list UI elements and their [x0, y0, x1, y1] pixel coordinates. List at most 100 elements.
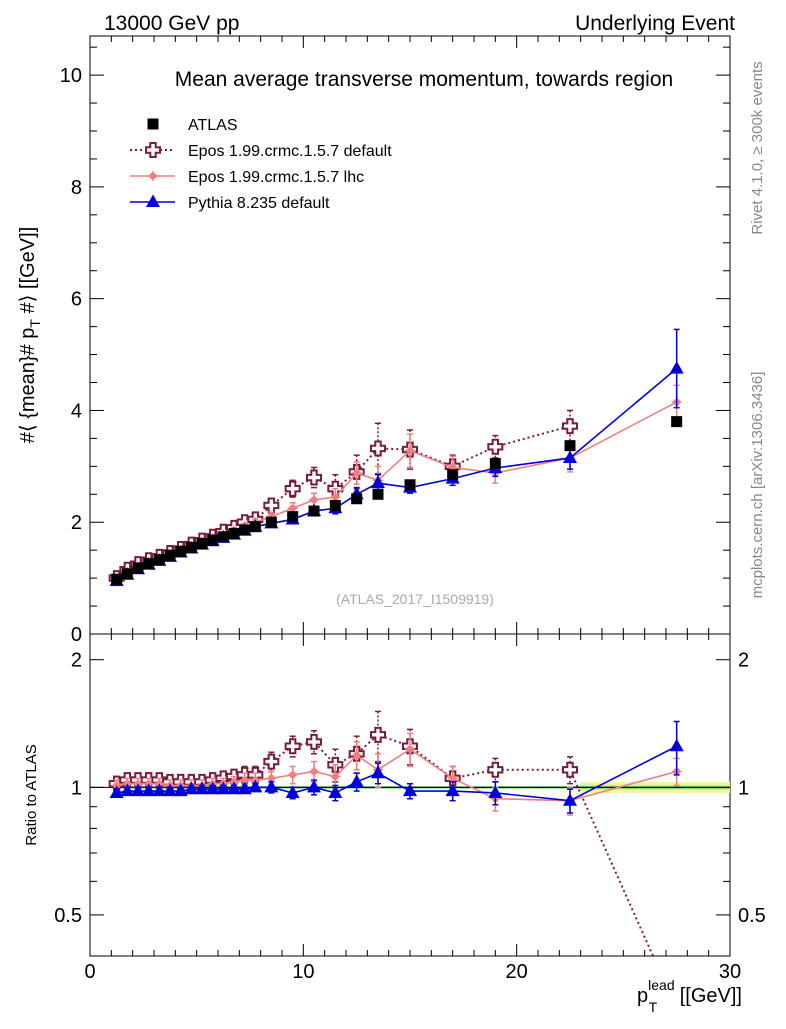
y-axis-label-sub: T [27, 319, 43, 328]
y-tick-label: 4 [71, 400, 82, 422]
ratio-series-3-point [488, 785, 503, 798]
ratio-series-3-point [194, 781, 210, 795]
ratio-series-3-point [109, 785, 124, 798]
x-axis-label-p: p [637, 985, 648, 1007]
ratio-series-1-point [370, 726, 386, 743]
main-series-1-point [370, 440, 386, 457]
main-series-0-point [249, 521, 261, 533]
data-series [108, 328, 684, 956]
legend-marker-3 [145, 194, 161, 208]
legend-label-2: Epos 1.99.crmc.1.5.7 lhc [188, 169, 364, 186]
x-axis-label-sup: lead [648, 977, 674, 993]
main-series-0-point [351, 493, 363, 505]
x-tick-label: 10 [292, 961, 314, 983]
y-tick-label: 6 [71, 289, 82, 311]
legend-label-0: ATLAS [188, 117, 238, 134]
x-axis-label-sub: T [649, 999, 658, 1015]
main-series-0-point [308, 505, 320, 517]
header-right: Underlying Event [575, 12, 735, 35]
axis-ticks: 0 10 20 30 0 2 4 6 8 10 0.5 0.5 1 1 2 2 [54, 36, 766, 983]
main-series-0-point [489, 458, 501, 470]
ratio-series-3-point [328, 785, 343, 798]
ratio-axis-label: Ratio to ATLAS [23, 744, 40, 845]
ratio-tick-label-left: 0.5 [54, 905, 82, 927]
ratio-series-1-point [562, 761, 578, 778]
ratio-series-3-point [445, 783, 460, 797]
ratio-series-3-point [306, 779, 322, 793]
main-series-3-point [370, 475, 386, 489]
analysis-watermark: (ATLAS_2017_I1509919) [336, 591, 494, 607]
ratio-tick-label-right: 2 [738, 650, 749, 672]
ratio-series-3-point [152, 783, 167, 797]
ratio-series-3-point [226, 781, 242, 795]
ratio-series-3-point [141, 783, 156, 797]
main-series-0-point [404, 479, 416, 491]
main-series-2-line [116, 401, 678, 580]
ratio-series-3-point [669, 738, 684, 752]
main-series-3-point [669, 361, 684, 374]
ratio-tick-label-right: 0.5 [738, 905, 766, 927]
main-series-0-point [265, 516, 277, 528]
ratio-series-1-point [487, 761, 504, 778]
ratio-series-3-point [120, 783, 135, 797]
legend-label-3: Pythia 8.235 default [188, 195, 330, 212]
main-series-0-point [239, 524, 251, 536]
main-series-1-point [487, 438, 504, 455]
y-axis-label-main: #⟨ {mean}# p [17, 328, 39, 444]
ratio-series-1-point [263, 753, 280, 770]
x-tick-label: 30 [719, 961, 741, 983]
y-tick-label: 10 [60, 65, 82, 87]
ratio-series-3-point [264, 779, 279, 793]
main-series-0-point [121, 568, 133, 580]
x-axis-label: plead T [[GeV]] [637, 977, 742, 1015]
main-series-0-point [329, 499, 341, 511]
y-tick-label: 2 [71, 512, 82, 534]
ratio-series-3-point [349, 774, 364, 787]
main-series-0-point [217, 531, 229, 543]
header-left: 13000 GeV pp [104, 12, 239, 35]
y-tick-label: 8 [71, 177, 82, 199]
x-tick-label: 20 [506, 961, 528, 983]
main-series-3-point [562, 450, 578, 464]
ratio-series-3-point [130, 783, 146, 797]
ratio-tick-label-left: 2 [71, 650, 82, 672]
ratio-series-1-point [284, 738, 301, 755]
y-axis-label: #⟨ {mean}# pT #⟩ [[GeV]] [17, 227, 43, 444]
main-series-0-point [287, 511, 299, 523]
main-series-0-point [372, 488, 384, 500]
main-series-0-point [564, 440, 576, 452]
ratio-series-3-point [237, 781, 252, 795]
main-series-1-point [284, 480, 301, 497]
main-series-0-point [132, 562, 144, 574]
main-series-0-point [185, 541, 197, 553]
ratio-series-3-point [402, 783, 418, 797]
ratio-series-3-point [173, 783, 188, 797]
ratio-series-1 [108, 710, 655, 956]
ratio-tick-label-left: 1 [71, 777, 82, 799]
ratio-series-2 [111, 732, 682, 816]
main-series-0-point [447, 469, 459, 481]
legend: ATLAS Epos 1.99.crmc.1.5.7 default Epos 1.… [130, 117, 392, 212]
chart-title: Mean average transverse momentum, toward… [175, 68, 673, 91]
y-axis-label-tail: #⟩ [[GeV]] [17, 227, 39, 319]
ratio-series-3-point [285, 785, 300, 798]
main-series-0-point [164, 549, 176, 561]
main-series-0-point [671, 416, 683, 428]
ratio-series-3-point [162, 783, 178, 797]
legend-marker-0 [147, 118, 159, 130]
mcplots-label: mcplots.cern.ch [arXiv:1306.3436] [749, 372, 766, 599]
ratio-series-3-point [562, 793, 578, 806]
ratio-tick-label-right: 1 [738, 777, 749, 799]
ratio-series-3-point [205, 781, 220, 795]
ratio-series-3-point [184, 781, 199, 795]
main-series-0-point [143, 558, 155, 570]
main-series-1-point [562, 418, 578, 435]
legend-label-1: Epos 1.99.crmc.1.5.7 default [188, 143, 392, 160]
main-series-0-point [111, 573, 123, 585]
main-series-0-point [175, 545, 187, 557]
ratio-series-3 [109, 720, 684, 814]
main-series-0-point [153, 554, 165, 566]
rivet-label: Rivet 4.1.0, ≥ 300k events [749, 61, 766, 234]
